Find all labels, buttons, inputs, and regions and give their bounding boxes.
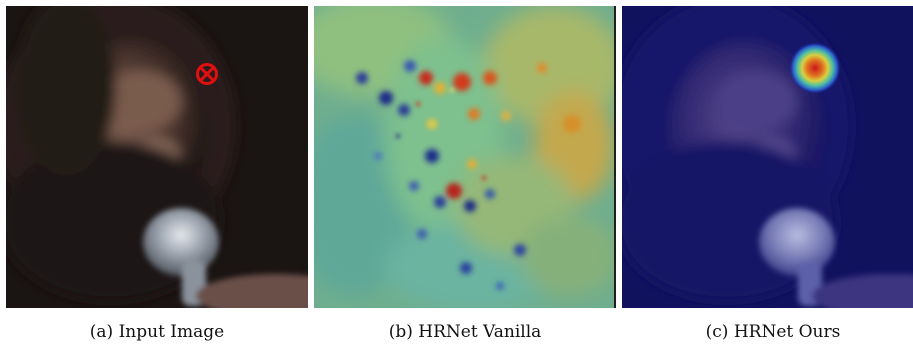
caption-hrnet-vanilla: (b) HRNet Vanilla — [388, 322, 542, 342]
vanilla-heatmap-panel — [314, 6, 616, 308]
ours-heatmap-panel — [622, 6, 913, 308]
vanilla-heatmap — [314, 6, 616, 308]
caption-input-image: (a) Input Image — [89, 322, 225, 342]
caption-hrnet-ours: (c) HRNet Ours — [705, 322, 841, 342]
ours-heatmap — [622, 6, 913, 308]
input-image-panel — [6, 6, 308, 308]
heatmap-peak — [789, 42, 841, 94]
input-image — [6, 6, 308, 308]
target-marker-icon — [196, 63, 218, 85]
